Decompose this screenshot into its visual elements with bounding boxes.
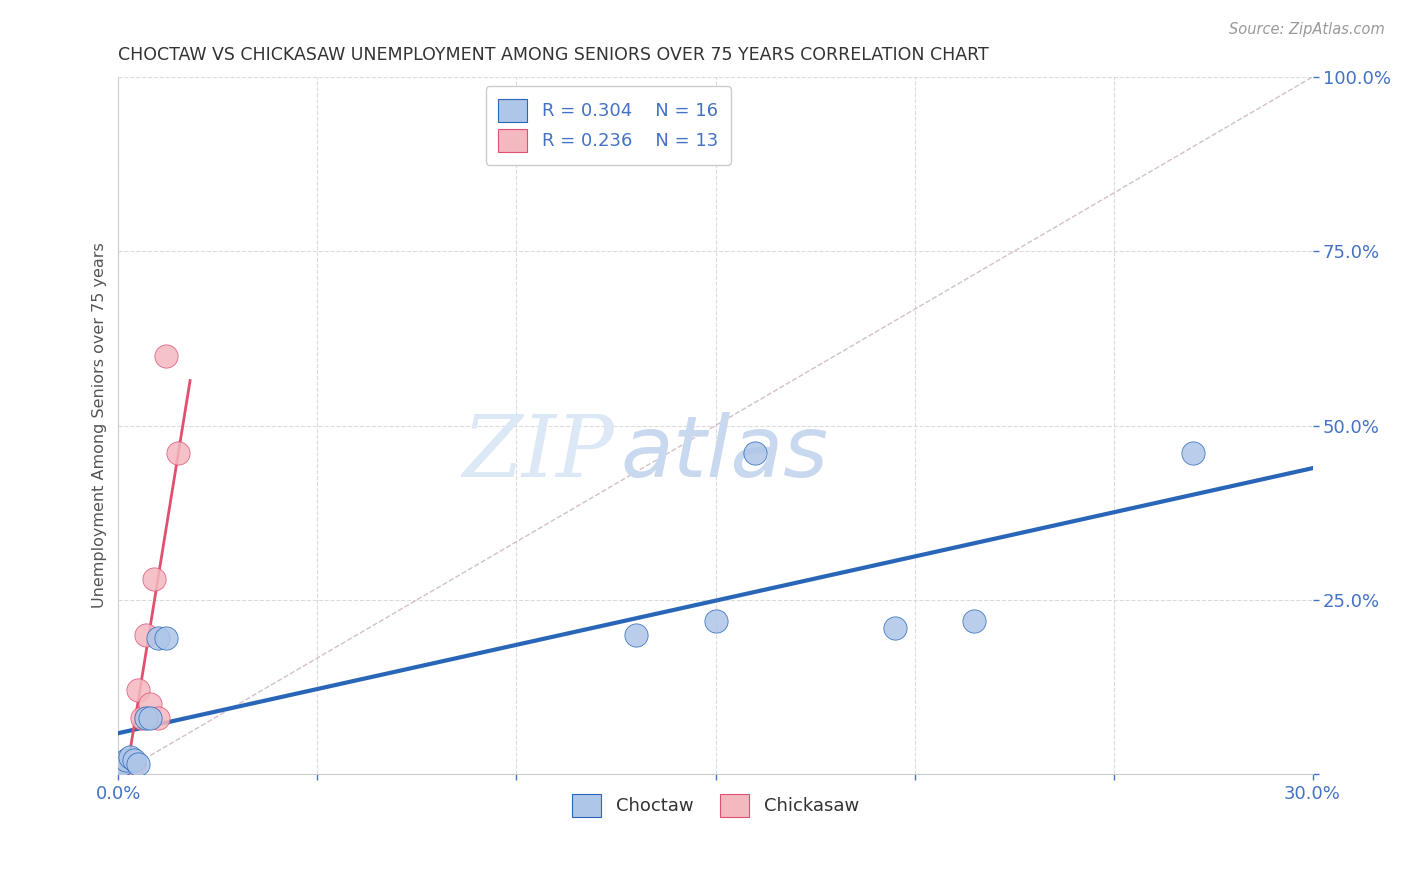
Point [139, 698, 162, 712]
Point [148, 711, 170, 725]
Point [120, 749, 142, 764]
Point [111, 760, 134, 774]
Text: atlas: atlas [620, 412, 828, 495]
Point [963, 614, 986, 628]
Point [124, 753, 146, 767]
Point [115, 756, 138, 771]
Point [155, 631, 177, 645]
Point [143, 572, 166, 586]
Point [107, 764, 129, 778]
Point [135, 628, 157, 642]
Text: ZIP: ZIP [463, 412, 614, 495]
Point [744, 446, 766, 460]
Point [155, 349, 177, 363]
Point [624, 628, 647, 642]
Point [167, 446, 190, 460]
Point [704, 614, 727, 628]
Point [127, 756, 149, 771]
Point [111, 756, 134, 771]
Point [115, 753, 138, 767]
Point [131, 711, 153, 725]
Y-axis label: Unemployment Among Seniors over 75 years: Unemployment Among Seniors over 75 years [93, 243, 107, 608]
Legend: Choctaw, Chickasaw: Choctaw, Chickasaw [565, 787, 866, 824]
Point [124, 756, 146, 771]
Point [135, 711, 157, 725]
Point [127, 683, 149, 698]
Point [1182, 446, 1205, 460]
Point [883, 621, 905, 635]
Text: CHOCTAW VS CHICKASAW UNEMPLOYMENT AMONG SENIORS OVER 75 YEARS CORRELATION CHART: CHOCTAW VS CHICKASAW UNEMPLOYMENT AMONG … [118, 46, 990, 64]
Point [107, 760, 129, 774]
Point [120, 753, 142, 767]
Point [139, 711, 162, 725]
Point [148, 631, 170, 645]
Text: Source: ZipAtlas.com: Source: ZipAtlas.com [1229, 22, 1385, 37]
